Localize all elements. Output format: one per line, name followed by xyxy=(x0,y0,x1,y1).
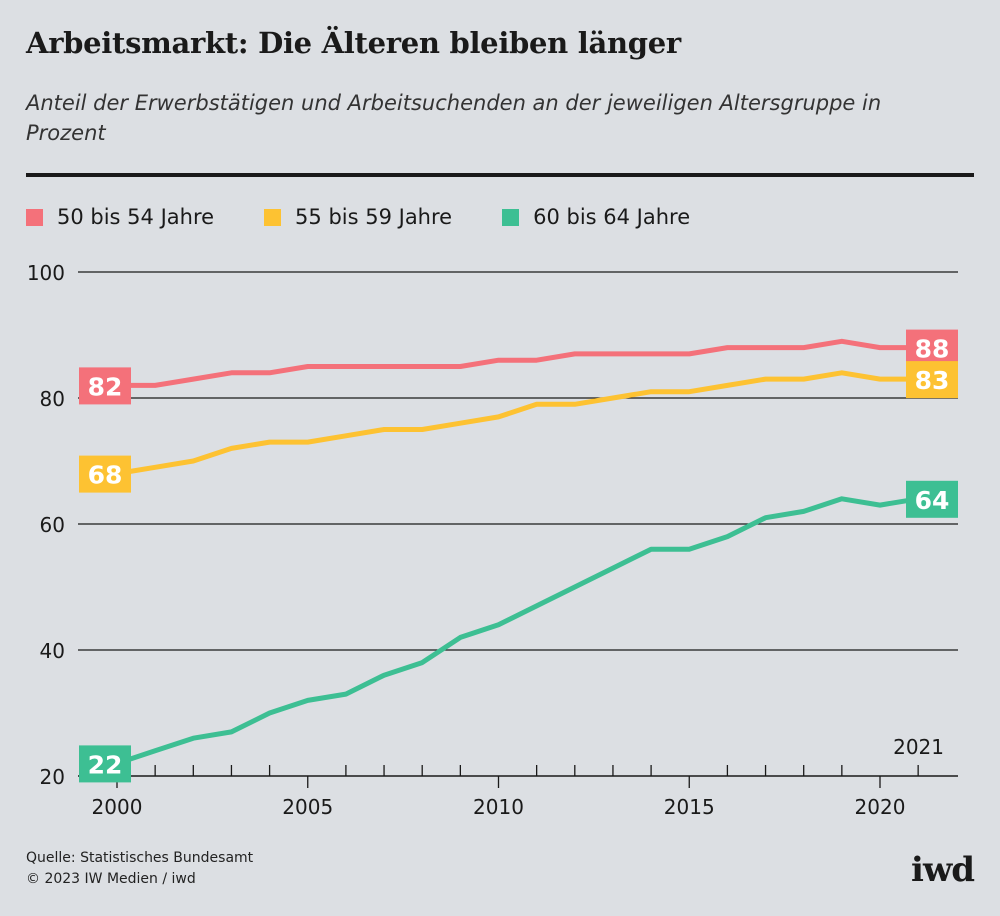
x-tick-label: 2020 xyxy=(855,795,906,819)
series-line-1 xyxy=(117,338,919,388)
y-tick-label: 40 xyxy=(40,639,65,663)
x-tick-label: 2010 xyxy=(473,795,524,819)
legend-label: 60 bis 64 Jahre xyxy=(533,205,691,229)
data-label: 22 xyxy=(88,750,123,779)
legend-swatch xyxy=(502,208,520,226)
y-tick-label: 100 xyxy=(27,261,65,285)
legend: 50 bis 54 Jahre 55 bis 59 Jahre 60 bis 6… xyxy=(26,205,740,229)
legend-item-50-54: 50 bis 54 Jahre xyxy=(26,205,214,229)
y-tick-label: 80 xyxy=(40,387,65,411)
y-tick-label: 60 xyxy=(40,513,65,537)
year-annotation: 2021 xyxy=(893,735,944,759)
source-text: Quelle: Statistisches Bundesamt xyxy=(26,850,254,866)
legend-swatch xyxy=(26,208,43,226)
iwd-logo: iwd xyxy=(911,850,975,890)
data-label-box xyxy=(906,329,958,367)
data-label: 88 xyxy=(915,335,950,364)
chart-title: Arbeitsmarkt: Die Älteren bleiben länger xyxy=(26,26,681,60)
series-line-3 xyxy=(116,496,919,766)
source: Quelle: Statistisches Bundesamt © 2023 I… xyxy=(26,848,253,890)
legend-item-60-64: 60 bis 64 Jahre xyxy=(502,205,690,229)
data-label-box xyxy=(906,361,958,399)
legend-swatch xyxy=(264,208,282,226)
legend-item-55-59: 55 bis 59 Jahre xyxy=(264,205,452,229)
x-tick-label: 2000 xyxy=(92,795,143,819)
x-tick-label: 2005 xyxy=(282,795,333,819)
data-label: 82 xyxy=(88,372,123,401)
y-tick-label: 20 xyxy=(40,765,65,789)
data-label-box xyxy=(79,745,131,783)
data-label-box xyxy=(906,480,958,518)
legend-label: 55 bis 59 Jahre xyxy=(295,205,453,229)
chart-subtitle: Anteil der Erwerbstätigen und Arbeitsuch… xyxy=(26,91,882,145)
data-label: 68 xyxy=(88,461,123,490)
x-tick-label: 2015 xyxy=(664,795,715,819)
series-line-2 xyxy=(116,370,919,477)
data-label: 64 xyxy=(915,486,950,515)
legend-label: 50 bis 54 Jahre xyxy=(57,205,215,229)
data-label-box xyxy=(79,367,131,405)
header-divider xyxy=(26,173,974,177)
data-label-box xyxy=(79,455,131,493)
data-label: 83 xyxy=(915,366,950,395)
copyright-text: © 2023 IW Medien / iwd xyxy=(26,871,196,887)
